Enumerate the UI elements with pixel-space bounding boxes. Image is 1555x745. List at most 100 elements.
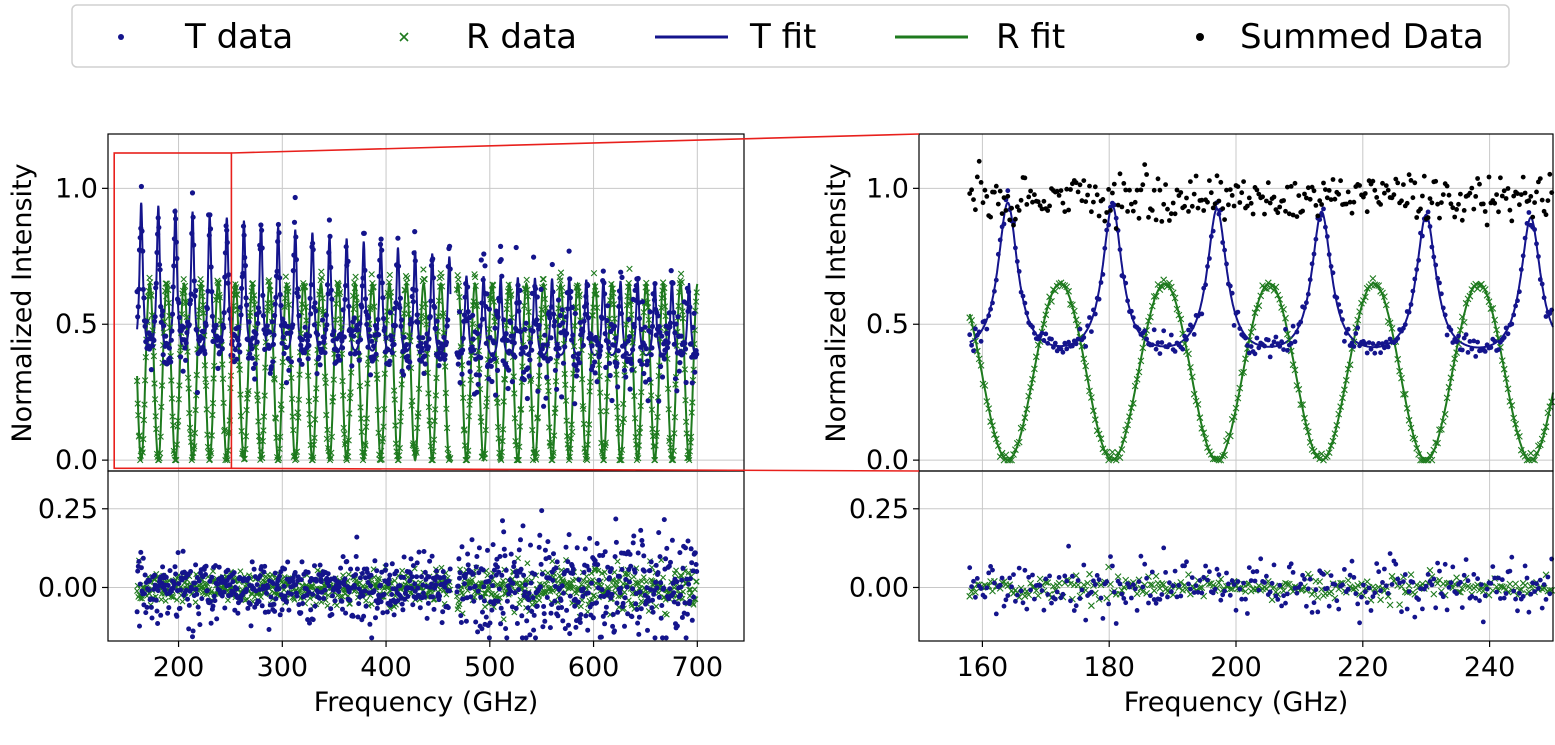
t-residual-point (318, 579, 324, 585)
t-residual-point (415, 585, 421, 591)
t-data-point (582, 311, 588, 317)
t-data-point (686, 289, 692, 295)
r-data-point (368, 271, 375, 278)
r-data-point (1407, 424, 1415, 432)
t-residual-point (542, 547, 548, 553)
t-residual-point (686, 581, 692, 587)
t-data-point (385, 347, 391, 353)
t-data-point (491, 340, 497, 346)
r-data-point (523, 276, 530, 283)
r-data-point (528, 405, 535, 412)
t-residual-point (661, 585, 667, 591)
t-residual-point (285, 559, 291, 565)
t-residual-point (526, 597, 532, 603)
summed-data-point (1003, 208, 1009, 213)
t-data-point (1319, 212, 1324, 218)
summed-data-point (1324, 195, 1330, 201)
t-data-point (623, 374, 629, 380)
r-data-point (1295, 385, 1303, 393)
r-data-point (515, 456, 522, 464)
t-residual-point (424, 615, 430, 621)
t-data-point (427, 314, 433, 320)
t-data-point (1292, 339, 1298, 345)
summed-data-point (1066, 207, 1071, 213)
r-data-point (628, 311, 635, 318)
t-residual-point (343, 610, 349, 616)
r-data-point (232, 284, 240, 291)
t-residual-point (374, 568, 380, 574)
t-data-point (326, 250, 332, 256)
t-residual-point (1060, 591, 1066, 597)
summed-data-point (967, 191, 973, 197)
summed-data-point (1547, 171, 1553, 177)
r-data-point (562, 397, 570, 404)
t-data-point (670, 280, 676, 286)
r-data-point (404, 301, 411, 308)
t-data-point (279, 340, 285, 346)
t-residual-point (312, 563, 317, 569)
r-data-point (1538, 435, 1546, 443)
r-data-point (438, 283, 446, 290)
r-data-point (526, 335, 534, 342)
t-residual-point (420, 590, 426, 596)
r-data-point (602, 439, 609, 446)
t-data-point (389, 337, 395, 343)
t-data-point (971, 348, 976, 354)
t-residual-point (516, 547, 522, 553)
r-residual-point (544, 570, 551, 576)
r-data-point (277, 433, 284, 440)
t-data-point (506, 367, 512, 373)
t-data-point (430, 256, 436, 262)
t-data-point (486, 306, 492, 312)
r-data-point (973, 347, 981, 355)
r-data-point (478, 418, 485, 425)
t-residual-point (325, 571, 331, 577)
t-data-point (434, 318, 440, 324)
r-data-point (1135, 368, 1143, 376)
t-residual-point (504, 598, 510, 604)
r-data-point (1093, 427, 1101, 435)
r-data-point (686, 456, 693, 464)
right-main-t-data-points (967, 188, 1555, 360)
r-residual-point (1158, 580, 1166, 587)
left-main-t-data-points (134, 183, 700, 409)
t-data-point (562, 344, 568, 350)
r-residual-point (628, 600, 635, 607)
r-data-point (234, 291, 241, 298)
t-data-point (255, 320, 261, 326)
r-data-point (1158, 283, 1166, 291)
summed-data-point (1290, 212, 1296, 218)
t-data-point (475, 331, 481, 337)
t-data-point (1382, 345, 1387, 351)
r-data-point (636, 424, 644, 431)
r-data-point (1546, 403, 1554, 411)
t-data-point (157, 267, 163, 273)
r-data-point (491, 318, 499, 325)
r-data-point (564, 433, 571, 440)
r-data-point (447, 454, 454, 462)
t-data-point (570, 332, 576, 338)
t-residual-point (671, 590, 677, 596)
summed-data-point (1035, 199, 1041, 205)
t-residual-point (508, 588, 514, 594)
r-data-point (461, 426, 468, 433)
t-residual-point (203, 563, 209, 569)
r-data-point (158, 403, 165, 411)
r-data-point (1177, 315, 1185, 323)
r-data-point (1032, 353, 1040, 361)
summed-data-point (1178, 190, 1184, 195)
r-residual-point (536, 597, 543, 604)
summed-data-point (1060, 200, 1066, 206)
r-data-point (669, 456, 677, 464)
t-residual-point (277, 612, 283, 618)
r-data-point (181, 288, 188, 295)
t-residual-point (208, 599, 213, 605)
left-residual-t-points (134, 508, 700, 641)
t-residual-point (416, 549, 422, 555)
t-residual-point (1005, 593, 1011, 598)
t-residual-point (641, 568, 647, 574)
r-data-point (345, 437, 352, 444)
t-residual-point (567, 631, 573, 637)
r-data-point (438, 273, 445, 280)
r-residual-point (673, 567, 680, 574)
